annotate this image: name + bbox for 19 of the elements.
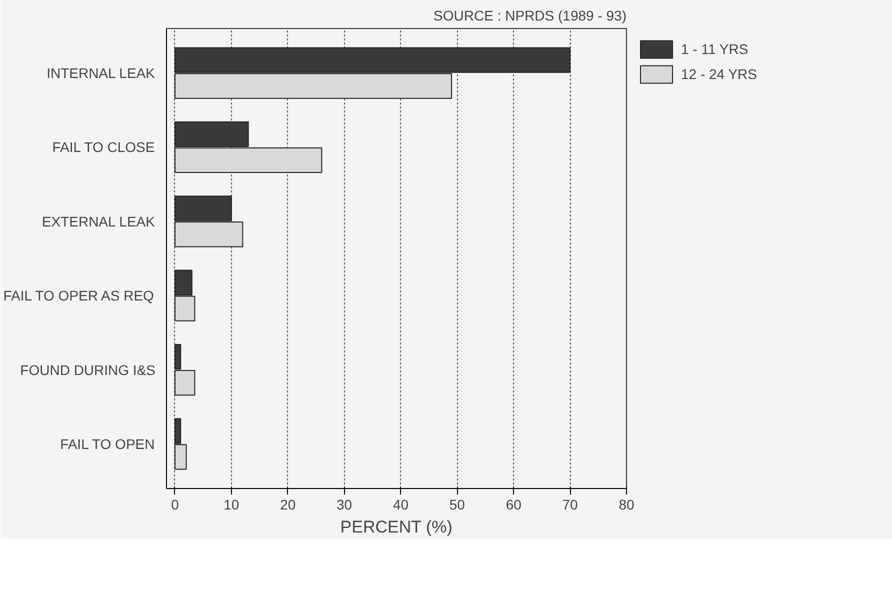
x-tick-label: 70 [562, 496, 578, 512]
x-tick-label: 10 [224, 496, 240, 512]
x-tick-label: 60 [506, 496, 522, 512]
y-tick-label: FAIL TO OPER AS REQ [3, 288, 154, 304]
y-tick-label: EXTERNAL LEAK [42, 213, 156, 230]
y-tick-label: FAIL TO OPEN [60, 436, 155, 452]
y-tick-label: INTERNAL LEAK [46, 65, 156, 82]
x-tick-label: 20 [280, 496, 296, 512]
legend-label: 12 - 24 YRS [681, 66, 758, 82]
y-tick-label: FAIL TO CLOSE [52, 139, 155, 156]
x-tick-label: 40 [392, 496, 409, 512]
x-tick-label: 0 [171, 496, 180, 512]
x-axis-title: PERCENT (%) [340, 518, 452, 536]
legend-label: 1 - 11 YRS [681, 41, 748, 57]
x-tick-label: 50 [449, 496, 466, 512]
y-tick-label: FOUND DURING I&S [20, 362, 156, 378]
source-note: SOURCE : NPRDS (1989 - 93) [434, 8, 627, 24]
x-tick-label: 30 [336, 496, 352, 512]
x-tick-label: 80 [618, 496, 634, 512]
